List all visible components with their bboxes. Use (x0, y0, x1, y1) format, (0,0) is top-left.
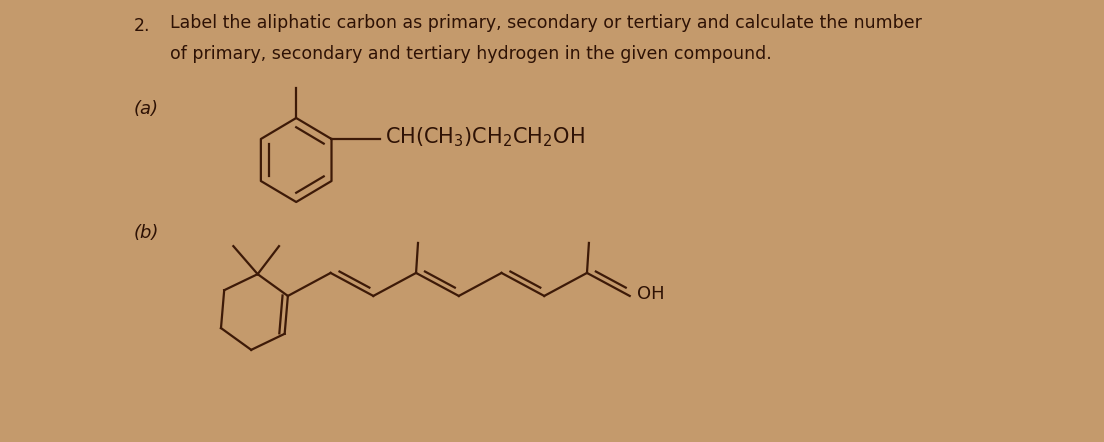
Text: Label the aliphatic carbon as primary, secondary or tertiary and calculate the n: Label the aliphatic carbon as primary, s… (170, 14, 922, 32)
Text: (b): (b) (134, 224, 159, 242)
Text: (a): (a) (134, 100, 159, 118)
Text: OH: OH (637, 285, 665, 303)
Text: CH(CH$_3$)CH$_2$CH$_2$OH: CH(CH$_3$)CH$_2$CH$_2$OH (385, 125, 585, 149)
Text: of primary, secondary and tertiary hydrogen in the given compound.: of primary, secondary and tertiary hydro… (170, 45, 772, 63)
Text: 2.: 2. (134, 17, 150, 35)
